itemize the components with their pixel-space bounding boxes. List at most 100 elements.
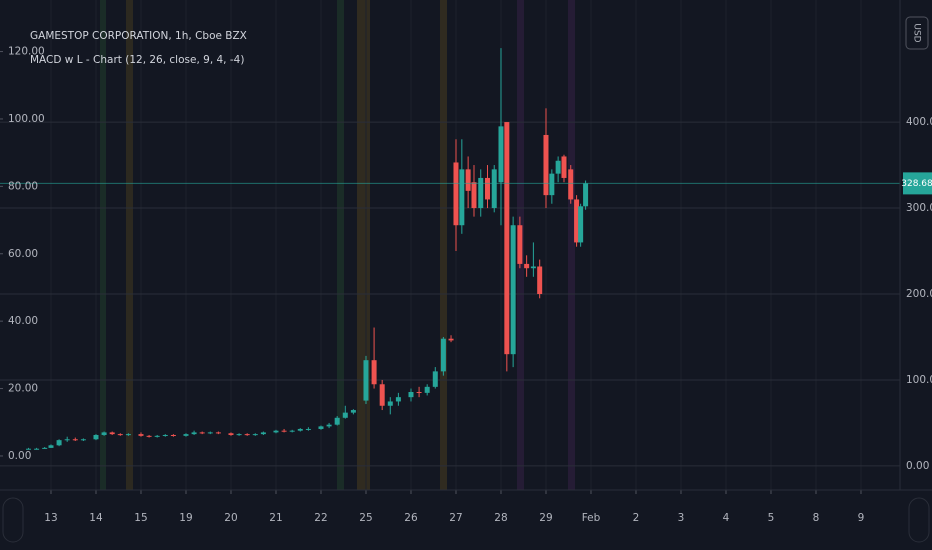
candle-body <box>273 430 279 433</box>
x-tick-label: 25 <box>359 512 372 524</box>
x-tick-label: 13 <box>44 512 57 524</box>
last-price-box <box>903 172 932 195</box>
y2-tick-label: 0.00 <box>8 450 31 462</box>
currency-button[interactable] <box>905 16 929 50</box>
candle-body <box>543 134 549 196</box>
y2-tick-label: 20.00 <box>8 383 38 395</box>
y-tick-label: 100.00 <box>906 374 932 386</box>
x-tick-label: 19 <box>179 512 192 524</box>
candle-body <box>379 384 385 406</box>
session-band <box>357 0 370 490</box>
candle-body <box>305 428 311 430</box>
candle-body <box>228 433 234 435</box>
candle-body <box>42 447 48 449</box>
candle-body <box>478 177 484 209</box>
chart-title: GAMESTOP CORPORATION, 1h, Cboe BZX <box>30 30 247 42</box>
y-tick-label: 300.00 <box>906 202 932 214</box>
candle-body <box>93 434 99 440</box>
y2-tick-label: 80.00 <box>8 180 38 192</box>
candle-body <box>154 435 160 437</box>
candle-body <box>510 225 516 355</box>
auto-scale-button[interactable] <box>908 497 930 543</box>
labels: 13 14 15 19 20 21 22 25 26 27 28 29 Feb 2 3 4 5 8 9 0.00 100… <box>0 46 932 524</box>
candle-body <box>207 432 213 434</box>
candle-body <box>25 448 31 450</box>
candle-body <box>465 169 471 191</box>
candle-body <box>281 430 287 432</box>
x-tick-label: 2 <box>633 512 640 524</box>
candle-body <box>491 169 497 209</box>
session-band <box>568 0 575 490</box>
candle-body <box>109 432 115 435</box>
x-tick-label: 22 <box>314 512 327 524</box>
candle-body <box>162 434 168 436</box>
candles <box>0 48 900 450</box>
candle-body <box>260 432 266 435</box>
session-band <box>440 0 447 490</box>
candle-body <box>146 435 152 437</box>
candle-body <box>244 434 250 436</box>
candle-body <box>289 430 295 432</box>
indicator-title: MACD w L - Chart (12, 26, close, 9, 4, -… <box>30 54 244 66</box>
candle-body <box>183 434 189 436</box>
candle-body <box>297 428 303 431</box>
candle-body <box>236 434 242 436</box>
currency[interactable]: USD <box>912 23 922 42</box>
candle-body <box>578 206 584 243</box>
candle-body <box>504 122 510 355</box>
candle-body <box>517 225 523 264</box>
candle-body <box>72 439 78 441</box>
candle-body <box>350 410 356 413</box>
candle-body <box>125 434 131 436</box>
candle-body <box>530 266 536 269</box>
session-band <box>126 0 133 490</box>
candle-body <box>215 432 221 434</box>
x-tick-label: 8 <box>813 512 820 524</box>
candle-body <box>318 426 324 429</box>
x-tick-label: 14 <box>89 512 103 524</box>
x-tick-label: 15 <box>134 512 147 524</box>
candle-body <box>117 434 123 436</box>
x-tick-label: 4 <box>723 512 730 524</box>
zoom-button[interactable] <box>2 497 24 543</box>
x-tick-label: 9 <box>858 512 865 524</box>
x-tick-label: 20 <box>224 512 237 524</box>
candle-body <box>440 338 446 372</box>
candle-body <box>416 392 422 393</box>
x-tick-label: 26 <box>404 512 418 524</box>
candle-body <box>56 440 62 446</box>
candle-body <box>170 434 176 436</box>
candle-body <box>252 434 258 436</box>
candle-body <box>459 169 465 226</box>
x-tick-label: 5 <box>768 512 775 524</box>
candle-body <box>334 417 340 425</box>
candle-body <box>524 263 530 269</box>
candle-body <box>408 392 414 398</box>
y2-tick-label: 60.00 <box>8 248 38 260</box>
candle-body <box>387 401 393 406</box>
candle-body <box>48 445 54 448</box>
candle-body <box>64 439 70 441</box>
y-tick-label: 200.00 <box>906 288 932 300</box>
x-tick-label: 27 <box>449 512 462 524</box>
candle-body <box>561 156 567 178</box>
y2-tick-label: 120.00 <box>8 46 45 58</box>
candle-body <box>34 448 40 450</box>
candle-body <box>453 162 459 226</box>
candle-body <box>363 360 369 401</box>
candle-body <box>326 424 332 427</box>
candle-body <box>498 126 504 183</box>
candle-body <box>432 371 438 387</box>
x-tick-label: 28 <box>494 512 507 524</box>
candle-body <box>371 360 377 385</box>
candle-body <box>342 412 348 418</box>
grid <box>0 0 900 490</box>
candle-body <box>191 432 197 435</box>
x-tick-label: 29 <box>539 512 552 524</box>
candle-body <box>583 183 589 207</box>
candle-body <box>555 160 561 174</box>
candle-body <box>471 182 477 209</box>
